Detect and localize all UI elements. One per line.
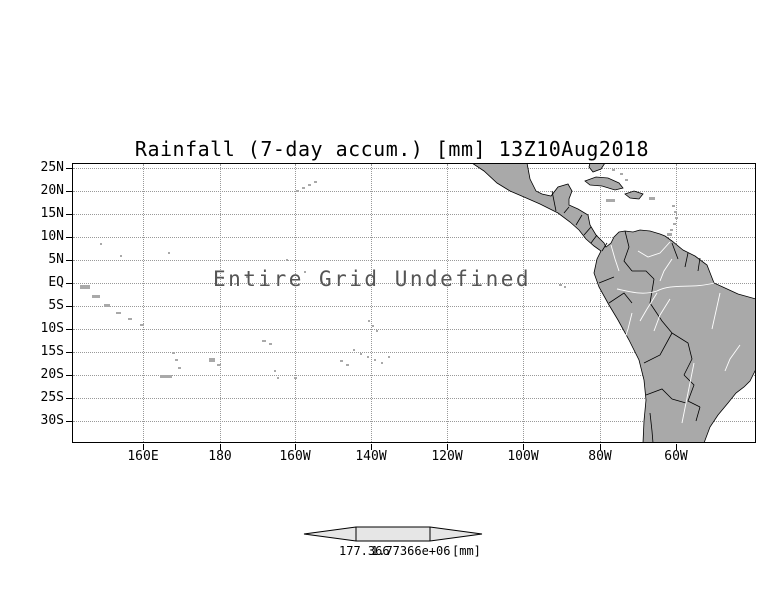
lat-tick: [66, 375, 72, 376]
lon-tick-label: 180: [208, 449, 232, 464]
lat-tick-label: 15N: [40, 206, 64, 221]
gridline-lat: [73, 168, 755, 169]
lat-tick: [66, 306, 72, 307]
mainland-americas: [471, 163, 756, 443]
lon-tick: [447, 444, 448, 450]
gridline-lon: [371, 164, 372, 442]
colorbar-max-label: 1.77366e+06: [371, 544, 451, 558]
lat-tick: [66, 260, 72, 261]
lat-tick-label: 30S: [40, 413, 64, 428]
cuba: [584, 176, 624, 191]
gridline-lat: [73, 260, 755, 261]
lat-tick-label: 5N: [48, 252, 64, 267]
gridline-lat: [73, 283, 755, 284]
undefined-message: Entire Grid Undefined: [213, 267, 532, 291]
lat-tick-label: EQ: [48, 275, 64, 290]
lat-tick: [66, 421, 72, 422]
gridline-lon: [220, 164, 221, 442]
lon-tick-label: 140W: [355, 449, 387, 464]
gridline-lon: [600, 164, 601, 442]
lon-tick: [600, 444, 601, 450]
lat-tick: [66, 329, 72, 330]
lat-tick-label: 15S: [40, 344, 64, 359]
lat-tick: [66, 168, 72, 169]
gridline-lat: [73, 352, 755, 353]
gridline-lon: [447, 164, 448, 442]
lon-tick: [295, 444, 296, 450]
gridline-lat: [73, 421, 755, 422]
lat-tick: [66, 398, 72, 399]
gridline-lon: [295, 164, 296, 442]
lon-tick-label: 120W: [431, 449, 463, 464]
map-canvas: [80, 163, 756, 443]
lon-tick: [220, 444, 221, 450]
florida: [588, 163, 606, 173]
gridline-lat: [73, 214, 755, 215]
landmass-americas: [80, 163, 756, 443]
gridline-lon: [143, 164, 144, 442]
colorbar: [303, 526, 483, 542]
lon-tick-label: 160E: [127, 449, 159, 464]
lat-tick: [66, 214, 72, 215]
lat-tick-label: 10N: [40, 229, 64, 244]
rivers: [610, 241, 741, 424]
gridline-lat: [73, 191, 755, 192]
plot-title: Rainfall (7-day accum.) [mm] 13Z10Aug201…: [134, 137, 650, 161]
colorbar-min-label: 177.366: [339, 544, 390, 558]
lon-tick-label: 80W: [588, 449, 612, 464]
colorbar-shape: [303, 526, 483, 542]
country-borders: [551, 190, 701, 443]
lat-tick-label: 25S: [40, 390, 64, 405]
gridline-lat: [73, 398, 755, 399]
lat-tick: [66, 352, 72, 353]
lat-tick-label: 20N: [40, 183, 64, 198]
gridline-lat: [73, 329, 755, 330]
lon-tick: [371, 444, 372, 450]
lon-tick: [523, 444, 524, 450]
lat-tick-label: 20S: [40, 367, 64, 382]
lon-tick-label: 160W: [279, 449, 311, 464]
lat-tick-label: 5S: [48, 298, 64, 313]
gridline-lat: [73, 237, 755, 238]
lon-tick-label: 100W: [507, 449, 539, 464]
gridline-lon: [523, 164, 524, 442]
lat-tick-label: 25N: [40, 160, 64, 175]
lat-tick-label: 10S: [40, 321, 64, 336]
lon-tick-label: 60W: [664, 449, 688, 464]
lat-tick: [66, 283, 72, 284]
gridline-lat: [73, 375, 755, 376]
lon-tick: [676, 444, 677, 450]
hispaniola: [624, 190, 644, 200]
gridline-lat: [73, 306, 755, 307]
lat-tick: [66, 237, 72, 238]
lat-tick: [66, 191, 72, 192]
lon-tick: [143, 444, 144, 450]
caribbean-islands: [606, 169, 678, 236]
colorbar-unit-label: [mm]: [452, 544, 481, 558]
